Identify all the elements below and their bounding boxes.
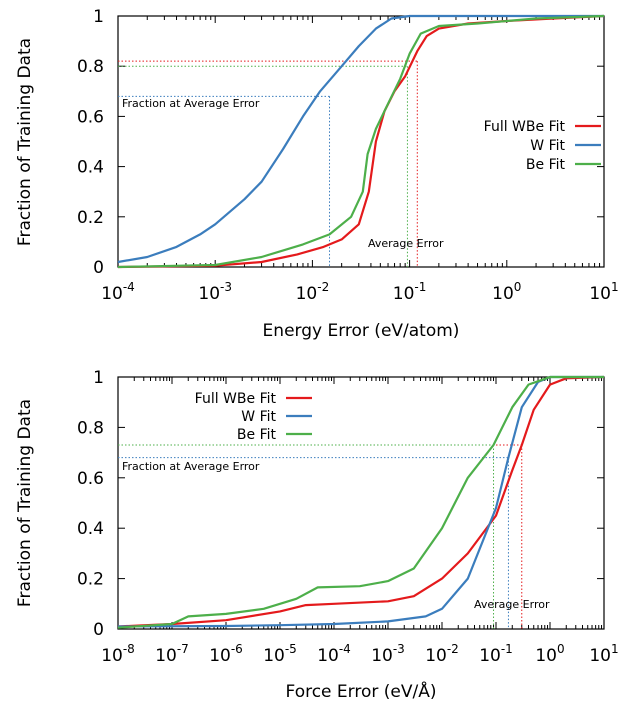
average-error-annotation: Average Error	[368, 237, 444, 250]
x-axis-label: Force Error (eV/Å)	[286, 680, 437, 702]
fraction-annotation: Fraction at Average Error	[122, 460, 260, 473]
fraction-annotation: Fraction at Average Error	[122, 97, 260, 110]
y-tick-label: 0.4	[77, 158, 104, 178]
y-tick-label: 0	[93, 620, 104, 640]
legend-label: Be Fit	[526, 157, 566, 173]
legend-label: W Fit	[241, 409, 276, 425]
series-line	[117, 14, 605, 269]
legend-label: W Fit	[530, 138, 565, 154]
x-tick-label: 10-7	[155, 642, 189, 666]
x-tick-label: 10-8	[101, 642, 135, 666]
x-tick-label: 100	[492, 280, 521, 304]
series-line	[117, 375, 605, 628]
y-tick-label: 0.8	[77, 418, 104, 438]
x-tick-label: 10-3	[371, 642, 405, 666]
plot-frame	[117, 376, 605, 630]
x-tick-label: 10-4	[101, 280, 135, 304]
plot-frame	[117, 15, 605, 268]
y-tick-label: 0.2	[77, 208, 104, 228]
y-tick-label: 0.4	[77, 519, 104, 539]
y-tick-label: 0.6	[77, 469, 104, 489]
y-tick-label: 0.2	[77, 570, 104, 590]
legend-label: Full WBe Fit	[195, 391, 277, 407]
x-tick-label: 10-5	[263, 642, 297, 666]
x-tick-label: 10-1	[393, 280, 427, 304]
x-tick-label: 10-1	[479, 642, 513, 666]
legend-label: Be Fit	[237, 427, 277, 443]
legend: Full WBe Fit W Fit Be Fit	[484, 119, 601, 173]
y-axis-label: Fraction of Training Data	[15, 38, 35, 246]
series-line	[117, 375, 604, 628]
y-tick-label: 0.6	[77, 107, 104, 127]
x-axis-label: Energy Error (eV/atom)	[263, 321, 460, 341]
force-error-chart: Fraction of Training Data Force Error (e…	[15, 368, 619, 702]
legend-label: Full WBe Fit	[484, 119, 566, 135]
y-axis-label: Fraction of Training Data	[15, 399, 35, 607]
y-tick-label: 1	[93, 7, 104, 27]
x-tick-label: 101	[589, 280, 618, 304]
x-tick-label: 10-2	[425, 642, 459, 666]
x-tick-label: 10-4	[317, 642, 351, 666]
x-tick-label: 100	[535, 642, 564, 666]
series-line	[117, 14, 604, 264]
series-line	[117, 375, 604, 629]
x-tick-label: 10-2	[296, 280, 330, 304]
average-error-annotation: Average Error	[474, 598, 550, 611]
energy-error-chart: Fraction of Training Data Energy Error (…	[15, 7, 619, 341]
legend: Full WBe Fit W Fit Be Fit	[195, 391, 312, 443]
y-tick-label: 0	[93, 258, 104, 278]
x-tick-label: 101	[589, 642, 618, 666]
x-tick-label: 10-3	[198, 280, 232, 304]
y-tick-label: 0.8	[77, 57, 104, 77]
x-tick-label: 10-6	[209, 642, 243, 666]
y-tick-label: 1	[93, 368, 104, 388]
